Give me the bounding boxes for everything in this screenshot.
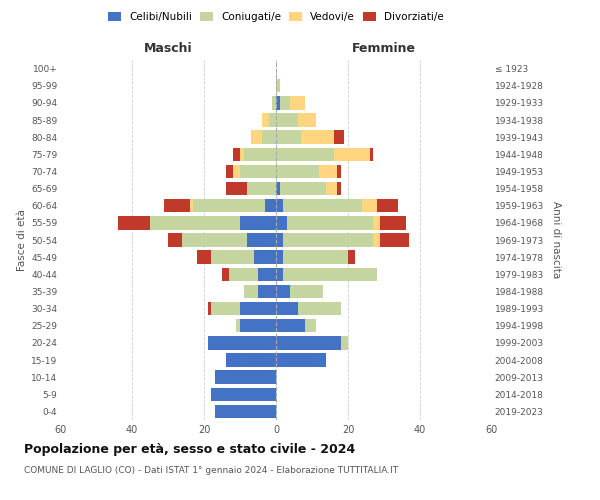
Bar	[240, 164, 276, 178]
Bar	[240, 302, 276, 316]
Text: COMUNE DI LAGLIO (CO) - Dati ISTAT 1° gennaio 2024 - Elaborazione TUTTITALIA.IT: COMUNE DI LAGLIO (CO) - Dati ISTAT 1° ge…	[24, 466, 398, 475]
Bar	[247, 234, 276, 246]
Bar	[298, 114, 316, 126]
Bar	[276, 199, 283, 212]
Bar	[290, 96, 305, 110]
Text: Maschi: Maschi	[143, 42, 193, 55]
Bar	[290, 284, 323, 298]
Bar	[258, 284, 276, 298]
Bar	[251, 130, 262, 144]
Bar	[254, 250, 276, 264]
Bar	[226, 354, 276, 366]
Bar	[226, 164, 233, 178]
Bar	[276, 336, 341, 349]
Bar	[240, 319, 276, 332]
Legend: Celibi/Nubili, Coniugati/e, Vedovi/e, Divorziati/e: Celibi/Nubili, Coniugati/e, Vedovi/e, Di…	[104, 8, 448, 26]
Bar	[305, 319, 316, 332]
Bar	[380, 216, 406, 230]
Bar	[276, 234, 283, 246]
Bar	[193, 199, 265, 212]
Bar	[182, 234, 247, 246]
Bar	[233, 148, 240, 161]
Bar	[197, 250, 211, 264]
Bar	[334, 148, 370, 161]
Bar	[283, 199, 362, 212]
Bar	[244, 284, 258, 298]
Bar	[276, 354, 326, 366]
Bar	[287, 216, 373, 230]
Text: Femmine: Femmine	[352, 42, 416, 55]
Bar	[215, 370, 276, 384]
Bar	[211, 302, 240, 316]
Bar	[362, 199, 377, 212]
Bar	[262, 114, 269, 126]
Bar	[337, 182, 341, 196]
Bar	[258, 268, 276, 281]
Bar	[341, 336, 348, 349]
Bar	[272, 96, 276, 110]
Bar	[276, 302, 298, 316]
Bar	[208, 302, 211, 316]
Bar	[276, 268, 283, 281]
Bar	[377, 199, 398, 212]
Bar	[348, 250, 355, 264]
Bar	[283, 250, 348, 264]
Bar	[208, 336, 276, 349]
Bar	[301, 130, 334, 144]
Bar	[236, 319, 240, 332]
Y-axis label: Anni di nascita: Anni di nascita	[551, 202, 560, 278]
Bar	[229, 268, 258, 281]
Bar	[319, 164, 337, 178]
Bar	[276, 250, 283, 264]
Bar	[276, 216, 287, 230]
Bar	[276, 284, 290, 298]
Bar	[262, 130, 276, 144]
Bar	[276, 319, 305, 332]
Bar	[283, 234, 373, 246]
Bar	[380, 234, 409, 246]
Bar	[373, 234, 380, 246]
Bar	[276, 182, 280, 196]
Bar	[240, 216, 276, 230]
Bar	[276, 96, 280, 110]
Bar	[370, 148, 373, 161]
Bar	[226, 182, 247, 196]
Bar	[298, 302, 341, 316]
Text: Popolazione per età, sesso e stato civile - 2024: Popolazione per età, sesso e stato civil…	[24, 442, 355, 456]
Bar	[222, 268, 229, 281]
Bar	[168, 234, 182, 246]
Bar	[265, 199, 276, 212]
Bar	[247, 182, 276, 196]
Bar	[118, 216, 150, 230]
Y-axis label: Fasce di età: Fasce di età	[17, 209, 27, 271]
Bar	[280, 96, 290, 110]
Bar	[334, 130, 344, 144]
Bar	[276, 130, 301, 144]
Bar	[373, 216, 380, 230]
Bar	[326, 182, 337, 196]
Bar	[211, 250, 254, 264]
Bar	[283, 268, 377, 281]
Bar	[150, 216, 240, 230]
Bar	[276, 148, 334, 161]
Bar	[337, 164, 341, 178]
Bar	[240, 148, 244, 161]
Bar	[233, 164, 240, 178]
Bar	[211, 388, 276, 401]
Bar	[280, 182, 326, 196]
Bar	[276, 114, 298, 126]
Bar	[190, 199, 193, 212]
Bar	[269, 114, 276, 126]
Bar	[164, 199, 190, 212]
Bar	[215, 404, 276, 418]
Bar	[276, 79, 280, 92]
Bar	[244, 148, 276, 161]
Bar	[276, 164, 319, 178]
